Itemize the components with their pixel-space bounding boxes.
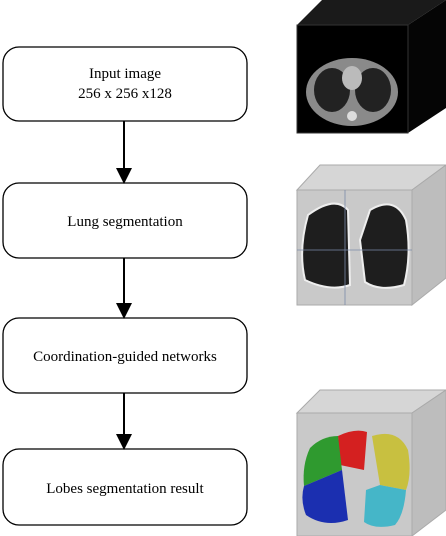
lobe-cube: [295, 389, 446, 536]
ct-cube: [296, 0, 446, 134]
node-label: Input image: [89, 66, 161, 82]
node-sublabel: 256 x 256 x128: [78, 86, 172, 102]
node-box: [2, 46, 248, 122]
node-label: Lobes segmentation result: [46, 481, 204, 497]
node-label: Lung segmentation: [67, 214, 183, 230]
node-label: Coordination-guided networks: [33, 349, 217, 365]
lung-cube: [295, 164, 446, 307]
